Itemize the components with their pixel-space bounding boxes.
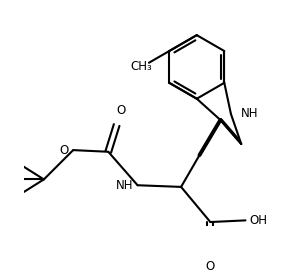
- Text: NH: NH: [241, 107, 258, 120]
- Text: NH: NH: [116, 179, 133, 192]
- Text: OH: OH: [250, 214, 268, 227]
- Text: O: O: [206, 260, 215, 270]
- Text: O: O: [116, 104, 126, 117]
- Text: CH₃: CH₃: [131, 60, 153, 73]
- Text: O: O: [60, 144, 69, 157]
